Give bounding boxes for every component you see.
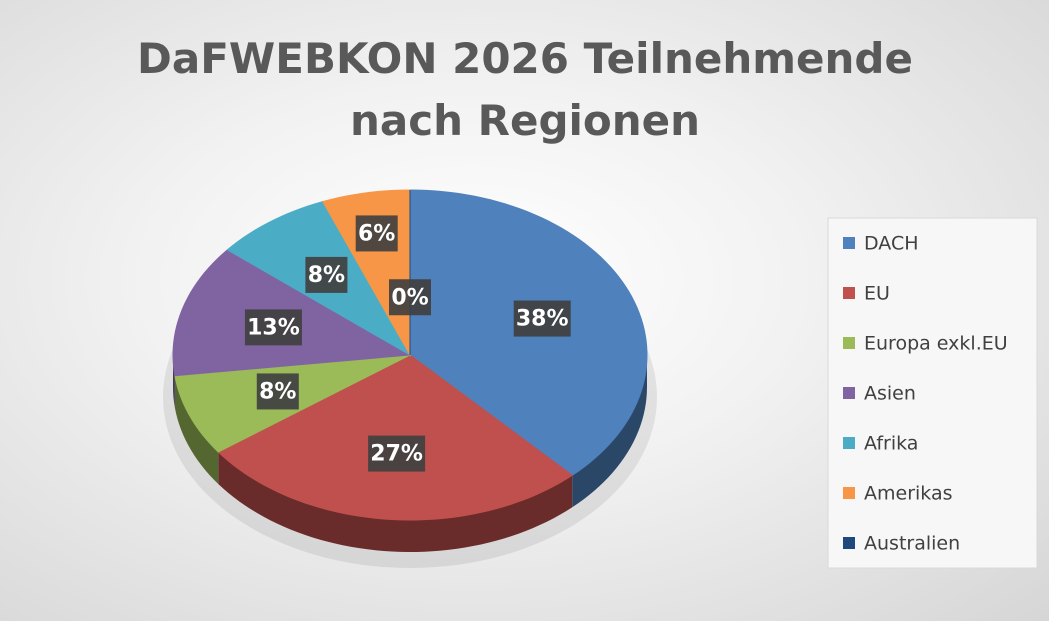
legend-label: Amerikas xyxy=(864,483,953,505)
legend-label: DACH xyxy=(864,233,919,255)
legend-swatch xyxy=(843,537,855,549)
slice-side xyxy=(572,355,647,508)
slice-side xyxy=(218,451,573,552)
data-label-box xyxy=(244,309,302,346)
data-label-box xyxy=(305,256,348,293)
data-label: 8% xyxy=(259,379,296,404)
data-label-box xyxy=(389,279,431,316)
legend-swatch xyxy=(843,437,855,449)
data-label: 13% xyxy=(247,315,300,340)
legend-swatch xyxy=(843,487,855,499)
data-label-box xyxy=(368,435,426,472)
data-label: 38% xyxy=(516,307,569,332)
legend-swatch xyxy=(843,337,855,349)
legend-swatch xyxy=(843,237,855,249)
data-label: 6% xyxy=(358,221,395,246)
legend-box xyxy=(827,217,1038,569)
chart-title: DaFWEBKON 2026 Teilnehmende nach Regione… xyxy=(137,34,913,145)
legend-swatch xyxy=(843,287,855,299)
slice-side xyxy=(174,375,219,484)
data-label-box xyxy=(513,300,571,337)
legend-label: Afrika xyxy=(864,433,918,455)
data-label: 8% xyxy=(308,263,345,288)
legend-label: Australien xyxy=(864,533,960,555)
data-label: 27% xyxy=(370,442,423,467)
data-label: 0% xyxy=(391,285,428,310)
data-label-box xyxy=(355,215,398,252)
legend-label: Europa exkl.EU xyxy=(864,333,1008,355)
data-label-box xyxy=(256,373,299,410)
legend-label: EU xyxy=(864,283,890,305)
legend-swatch xyxy=(843,387,855,399)
legend-label: Asien xyxy=(864,383,916,405)
